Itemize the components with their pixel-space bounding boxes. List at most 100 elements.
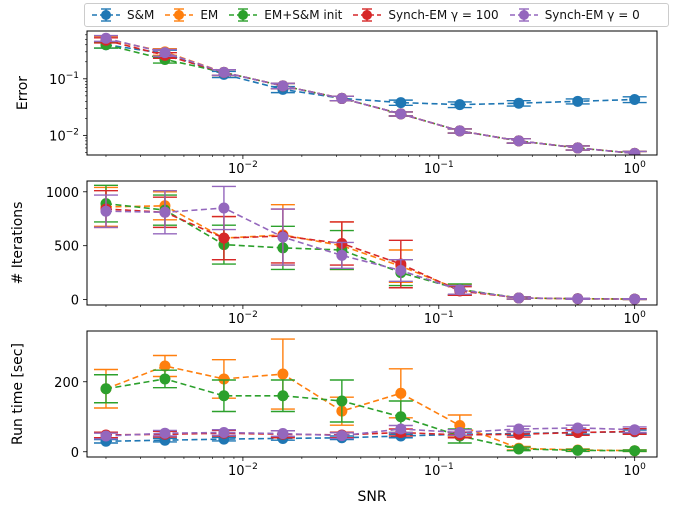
data-point-em-s-m-init <box>513 443 525 455</box>
data-point-synch-em-gamma-0 <box>454 427 466 438</box>
data-point-synch-em-gamma-0 <box>629 424 641 436</box>
x-tick-label: 10−2 <box>228 310 258 327</box>
data-point-synch-em-gamma-0 <box>100 430 112 442</box>
legend: S&M EM EM+S&M init Synch-EM γ = 100 Sync… <box>84 3 669 27</box>
axes-frame <box>86 330 658 458</box>
legend-marker <box>362 10 373 20</box>
data-point-synch-em-gamma-0 <box>513 423 525 435</box>
x-tick-label: 10−1 <box>424 160 454 177</box>
series-line-synch-em-gamma-0 <box>105 427 635 437</box>
series-line-em-s-m-init <box>105 43 635 155</box>
data-point-synch-em-gamma-0 <box>336 430 348 442</box>
plot-area <box>93 32 647 155</box>
y-tick-label: 10−2 <box>49 127 79 144</box>
plot-area <box>93 338 647 457</box>
y-tick-label: 10−1 <box>49 71 79 88</box>
legend-item-sm: S&M <box>91 7 154 23</box>
data-point-synch-em-gamma-0 <box>277 231 289 243</box>
data-point-synch-em-gamma-0 <box>159 206 171 218</box>
data-point-synch-em-gamma-0 <box>572 142 584 154</box>
data-point-em-s-m-init <box>629 445 641 457</box>
data-point-em-s-m-init <box>395 411 407 423</box>
plot-area <box>93 184 647 305</box>
data-point-synch-em-gamma-0 <box>395 264 407 276</box>
y-axis-label: Error <box>15 76 31 110</box>
x-tick-label: 10−2 <box>228 462 258 479</box>
legend-item-em: EM <box>164 7 218 23</box>
data-point-synch-em-gamma-0 <box>100 205 112 217</box>
data-point-em <box>277 368 289 380</box>
data-point-em-s-m-init <box>100 383 112 395</box>
legend-label-sm: S&M <box>127 8 155 22</box>
data-point-synch-em-gamma-0 <box>218 427 230 438</box>
legend-item-synch-em-0: Synch-EM γ = 0 <box>509 7 640 23</box>
legend-swatch-em-sm-init <box>229 8 258 22</box>
data-point-synch-em-gamma-0 <box>629 293 641 305</box>
legend-swatch-em <box>165 8 194 22</box>
data-point-synch-em-gamma-0 <box>395 423 407 435</box>
legend-swatch-synch-em-100 <box>353 8 382 22</box>
y-axis-label: # Iterations <box>10 202 26 285</box>
series-line-synch-em-gamma-0 <box>105 37 635 155</box>
legend-label-synch-em-100: Synch-EM γ = 100 <box>388 8 499 22</box>
data-point-synch-em-gamma-0 <box>454 125 466 137</box>
axes-frame <box>86 180 658 306</box>
data-point-em-s-m-init <box>336 395 348 407</box>
y-tick-label: 200 <box>54 376 79 391</box>
y-tick-label: 500 <box>54 240 79 255</box>
data-point-s-m <box>454 99 466 111</box>
data-point-s-m <box>395 97 407 109</box>
data-point-synch-em-gamma-0 <box>277 80 289 92</box>
series-line-em-s-m-init <box>105 202 635 300</box>
legend-swatch-synch-em-0 <box>509 8 538 22</box>
axes-frame <box>86 30 658 156</box>
data-point-synch-em-gamma-0 <box>159 47 171 59</box>
legend-label-em-sm-init: EM+S&M init <box>264 8 343 22</box>
data-point-synch-em-gamma-0 <box>572 293 584 305</box>
subplot-1: 10−2 10−1 100 10−2 10−1 Error <box>15 30 658 177</box>
data-point-em-s-m-init <box>277 390 289 402</box>
legend-swatch-sm <box>92 8 120 22</box>
y-tick-label: 0 <box>71 446 79 461</box>
x-tick-label: 100 <box>624 462 647 479</box>
data-point-s-m <box>572 95 584 107</box>
data-point-synch-em-gamma-0 <box>277 428 289 440</box>
x-tick-label: 10−1 <box>424 462 454 479</box>
data-point-synch-em-gamma-0 <box>159 427 171 439</box>
legend-marker <box>101 10 111 20</box>
data-point-em-s-m-init <box>218 390 230 402</box>
series-line-em-s-m-init <box>105 378 635 452</box>
legend-marker <box>518 10 529 20</box>
x-axis-label: SNR <box>357 489 386 505</box>
legend-item-synch-em-100: Synch-EM γ = 100 <box>352 7 499 23</box>
data-point-synch-em-gamma-0 <box>395 108 407 120</box>
data-point-synch-em-gamma-0 <box>513 135 525 147</box>
data-point-em <box>218 373 230 385</box>
data-point-em <box>159 360 171 372</box>
data-point-synch-em-gamma-0 <box>218 202 230 214</box>
series-line-em <box>105 38 635 155</box>
series-line-synch-em-gamma-100 <box>105 39 635 155</box>
subplot-3: 10−2 10−1 100 0 200 Run time [sec] SNR <box>10 330 658 505</box>
data-point-s-m <box>513 97 525 109</box>
y-axis-label: Run time [sec] <box>10 343 26 445</box>
data-point-em <box>395 387 407 399</box>
x-tick-label: 100 <box>624 310 647 327</box>
series-line-em <box>105 204 635 300</box>
data-point-synch-em-gamma-0 <box>572 422 584 434</box>
x-tick-label: 10−1 <box>424 310 454 327</box>
data-point-synch-em-gamma-100 <box>218 232 230 244</box>
data-point-synch-em-gamma-0 <box>336 92 348 104</box>
y-tick-label: 0 <box>71 294 79 309</box>
legend-label-em: EM <box>200 8 219 22</box>
data-point-em-s-m-init <box>159 373 171 385</box>
series-line-synch-em-gamma-100 <box>105 430 635 436</box>
data-point-synch-em-gamma-0 <box>218 66 230 78</box>
legend-marker <box>174 10 185 20</box>
series-line-synch-em-gamma-0 <box>105 207 635 300</box>
data-point-synch-em-gamma-0 <box>629 147 641 155</box>
y-tick-label: 1000 <box>46 186 79 201</box>
data-point-synch-em-gamma-0 <box>454 284 466 296</box>
